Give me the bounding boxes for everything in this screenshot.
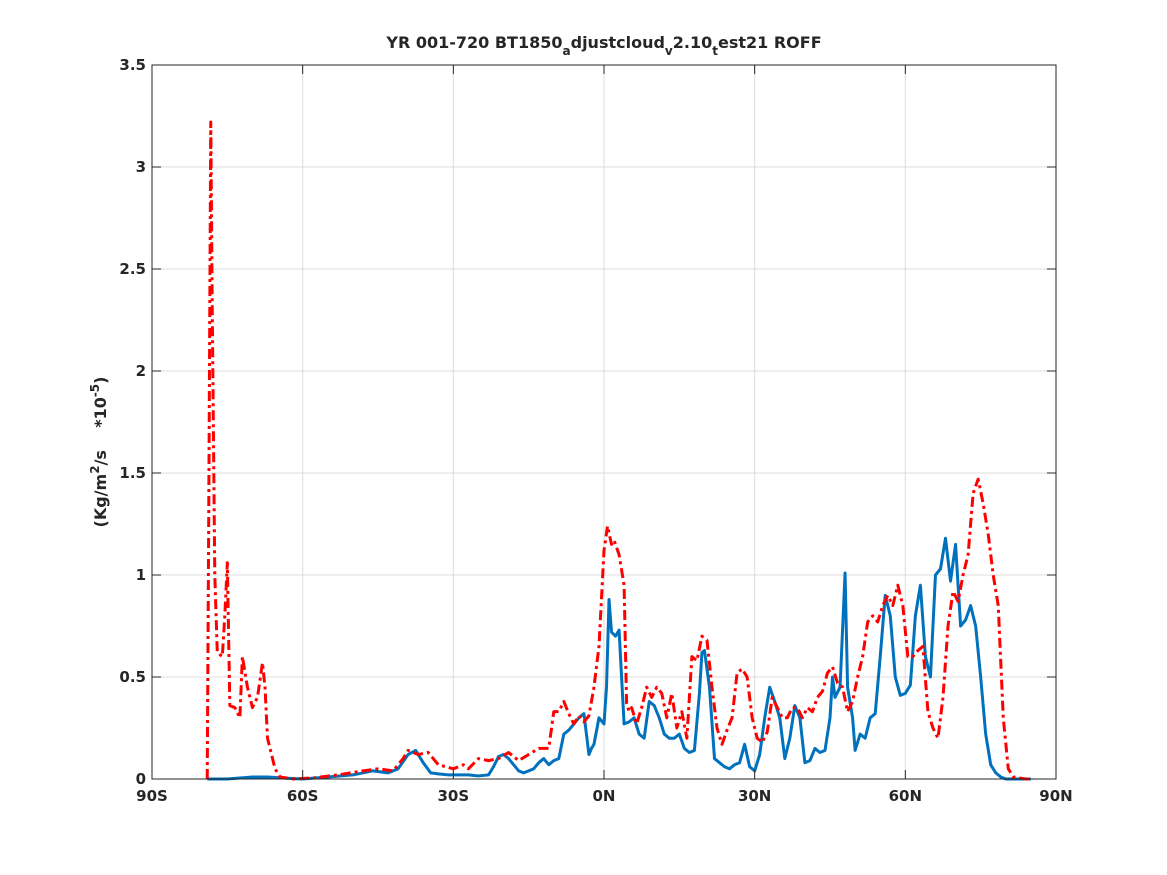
dashdot-series-line (205, 120, 1034, 781)
y-tick-label: 1 (136, 566, 146, 584)
y-label-segment: -5 (88, 384, 102, 397)
x-tick-label: 60N (889, 787, 922, 805)
y-label-segment: /s *10 (91, 397, 110, 465)
title-subscript: a (563, 44, 571, 58)
x-axis-ticks: 90S 60S 30S 0N 30N 60N 90N (136, 65, 1073, 805)
title-segment: YR 001-720 BT1850 (385, 33, 562, 52)
x-tick-label: 90S (136, 787, 168, 805)
y-label-segment: 2 (88, 465, 102, 473)
title-segment: 2.10 (673, 33, 712, 52)
solid-series-line (207, 536, 1031, 781)
x-tick-label: 0N (593, 787, 616, 805)
y-tick-label: 3 (136, 158, 146, 176)
x-tick-label: 30S (437, 787, 469, 805)
y-tick-label: 2 (136, 362, 146, 380)
y-tick-label: 3.5 (119, 56, 146, 74)
y-tick-label: 0.5 (119, 668, 146, 686)
x-tick-label: 90N (1039, 787, 1072, 805)
title-segment: djustcloud (571, 33, 665, 52)
y-axis-label: (Kg/m2/s *10-5) (88, 377, 110, 528)
y-label-segment: (Kg/m (91, 474, 110, 528)
title-segment: est21 ROFF (718, 33, 822, 52)
y-label-segment: ) (91, 377, 110, 384)
y-tick-label: 0 (136, 770, 146, 788)
x-tick-label: 60S (287, 787, 319, 805)
data-series (205, 120, 1034, 781)
title-subscript: t (712, 44, 718, 58)
y-axis-ticks: 0 0.5 1 1.5 2 2.5 3 3.5 (119, 56, 1056, 788)
y-tick-label: 2.5 (119, 260, 146, 278)
x-tick-label: 30N (738, 787, 771, 805)
chart-title: YR 001-720 BT1850adjustcloudv2.10test21 … (385, 33, 821, 58)
y-tick-label: 1.5 (119, 464, 146, 482)
title-subscript: v (665, 44, 673, 58)
